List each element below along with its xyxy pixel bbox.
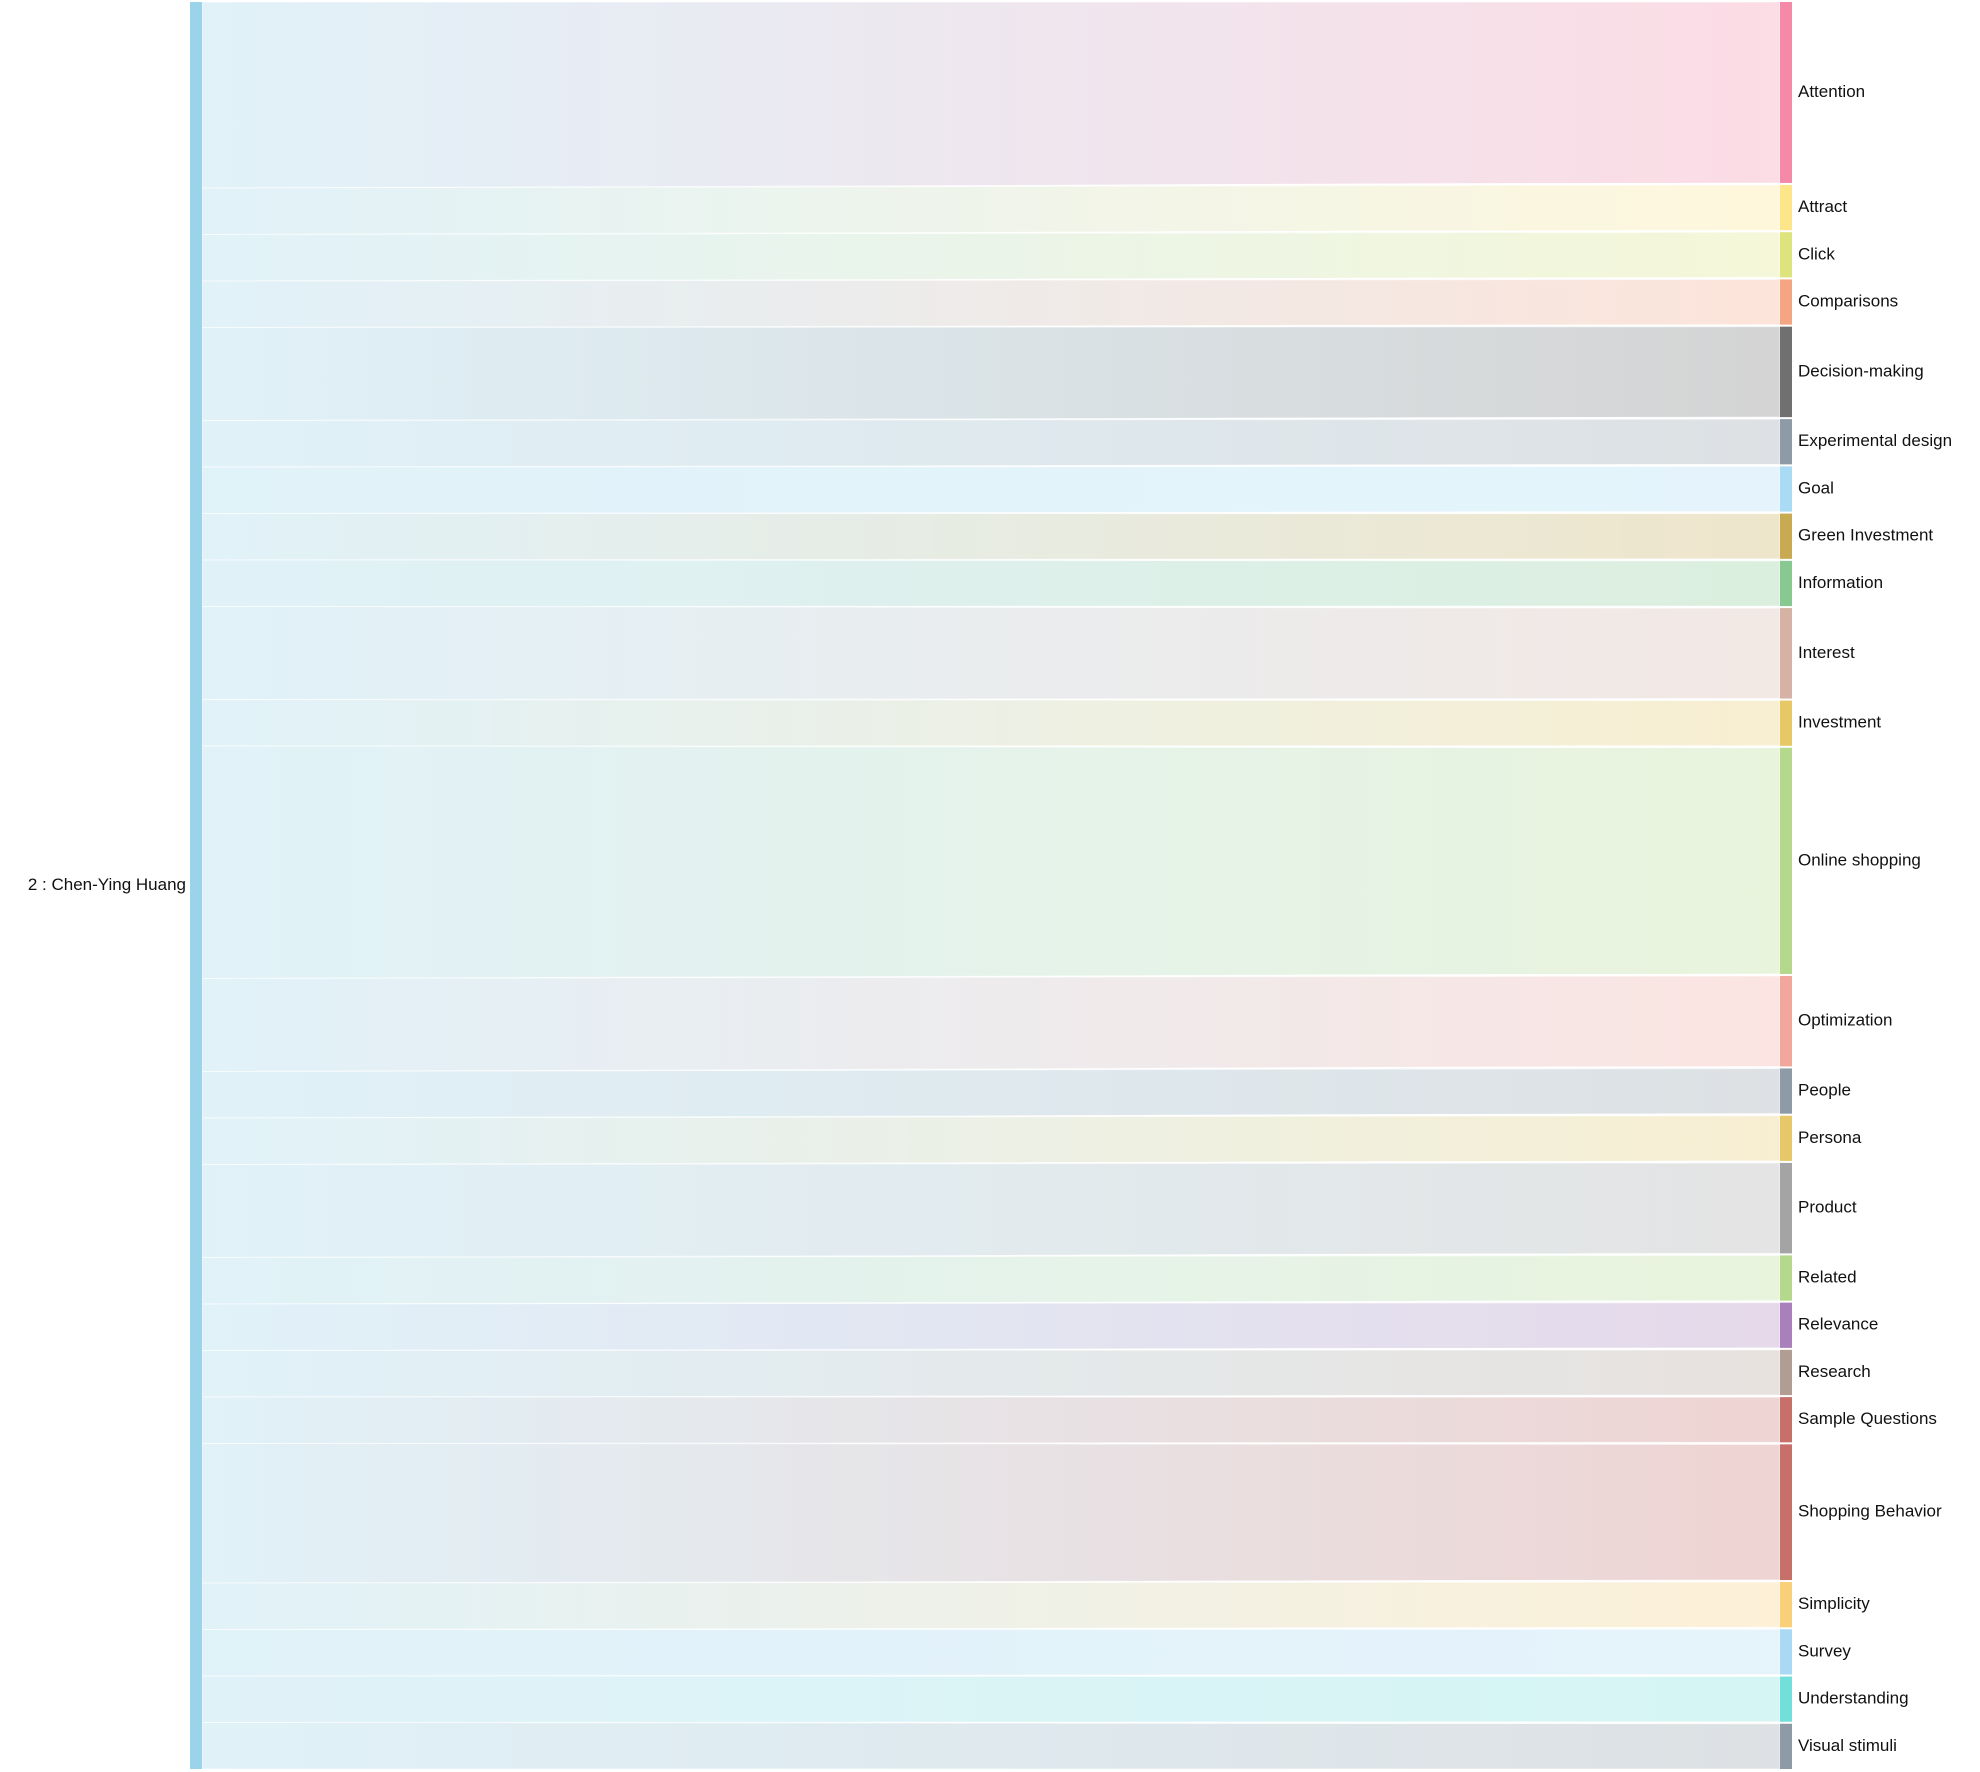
node-label-attention: Attention [1798, 82, 1865, 101]
node-label-survey: Survey [1798, 1641, 1851, 1660]
link-online-shopping[interactable] [201, 745, 1781, 980]
target-nodes: Attention Attract Click Comparisons Decision… [1780, 2, 1952, 1769]
link-persona[interactable] [201, 1115, 1781, 1166]
node-label-attract: Attract [1798, 197, 1847, 216]
node-shopping-behavior[interactable] [1780, 1444, 1792, 1581]
link-experimental-design[interactable] [201, 418, 1781, 468]
link-survey[interactable] [201, 1628, 1781, 1677]
node-visual-stimuli[interactable] [1780, 1723, 1792, 1769]
node-label-visual-stimuli: Visual stimuli [1798, 1736, 1897, 1755]
source-node[interactable] [190, 2, 202, 1769]
link-optimization[interactable] [201, 975, 1781, 1073]
node-label-related: Related [1798, 1267, 1857, 1286]
link-understanding[interactable] [201, 1675, 1781, 1724]
link-comparisons[interactable] [201, 278, 1781, 329]
link-simplicity[interactable] [201, 1581, 1781, 1631]
link-green-investment[interactable] [201, 512, 1781, 561]
link-relevance[interactable] [201, 1302, 1781, 1352]
node-people[interactable] [1780, 1068, 1792, 1114]
link-shopping-behavior[interactable] [201, 1442, 1781, 1584]
link-decision-making[interactable] [201, 326, 1781, 422]
node-label-click: Click [1798, 244, 1835, 263]
node-label-product: Product [1798, 1198, 1857, 1217]
link-people[interactable] [201, 1067, 1781, 1119]
node-label-information: Information [1798, 573, 1883, 592]
node-experimental-design[interactable] [1780, 419, 1792, 465]
node-attract[interactable] [1780, 184, 1792, 231]
node-label-research: Research [1798, 1362, 1871, 1381]
node-attention[interactable] [1780, 2, 1792, 183]
node-label-experimental-design: Experimental design [1798, 431, 1952, 450]
node-label-simplicity: Simplicity [1798, 1594, 1870, 1613]
link-product[interactable] [201, 1162, 1781, 1259]
link-interest[interactable] [201, 605, 1781, 701]
node-label-interest: Interest [1798, 643, 1855, 662]
node-investment[interactable] [1780, 700, 1792, 746]
node-sample-questions[interactable] [1780, 1397, 1792, 1443]
node-goal[interactable] [1780, 466, 1792, 512]
node-survey[interactable] [1780, 1629, 1792, 1675]
node-online-shopping[interactable] [1780, 747, 1792, 974]
node-green-investment[interactable] [1780, 513, 1792, 559]
link-information[interactable] [201, 559, 1781, 608]
node-label-persona: Persona [1798, 1128, 1862, 1147]
node-label-understanding: Understanding [1798, 1689, 1909, 1708]
node-label-online-shopping: Online shopping [1798, 850, 1921, 869]
node-label-decision-making: Decision-making [1798, 361, 1924, 380]
node-label-investment: Investment [1798, 713, 1881, 732]
link-investment[interactable] [201, 698, 1781, 747]
node-label-optimization: Optimization [1798, 1011, 1892, 1030]
source-node-label: 2 : Chen-Ying Huang [28, 875, 186, 894]
node-related[interactable] [1780, 1255, 1792, 1301]
node-click[interactable] [1780, 232, 1792, 278]
node-label-people: People [1798, 1081, 1851, 1100]
sankey-nodes: 2 : Chen-Ying Huang [28, 2, 202, 1769]
node-relevance[interactable] [1780, 1302, 1792, 1348]
link-sample-questions[interactable] [201, 1396, 1781, 1445]
node-optimization[interactable] [1780, 975, 1792, 1067]
node-persona[interactable] [1780, 1115, 1792, 1161]
link-attention[interactable] [201, 1, 1781, 189]
node-label-shopping-behavior: Shopping Behavior [1798, 1502, 1942, 1521]
node-comparisons[interactable] [1780, 279, 1792, 325]
node-information[interactable] [1780, 560, 1792, 607]
node-label-relevance: Relevance [1798, 1315, 1878, 1334]
node-interest[interactable] [1780, 608, 1792, 699]
link-attract[interactable] [201, 184, 1781, 236]
link-click[interactable] [201, 231, 1781, 282]
node-label-green-investment: Green Investment [1798, 526, 1933, 545]
node-label-goal: Goal [1798, 478, 1834, 497]
node-label-comparisons: Comparisons [1798, 292, 1898, 311]
node-understanding[interactable] [1780, 1676, 1792, 1722]
link-goal[interactable] [201, 465, 1781, 515]
node-decision-making[interactable] [1780, 326, 1792, 418]
link-related[interactable] [201, 1254, 1781, 1305]
sankey-links [201, 1, 1781, 1770]
link-visual-stimuli[interactable] [201, 1721, 1781, 1770]
node-label-sample-questions: Sample Questions [1798, 1409, 1937, 1428]
link-research[interactable] [201, 1349, 1781, 1398]
node-simplicity[interactable] [1780, 1582, 1792, 1628]
node-research[interactable] [1780, 1349, 1792, 1396]
node-product[interactable] [1780, 1162, 1792, 1254]
